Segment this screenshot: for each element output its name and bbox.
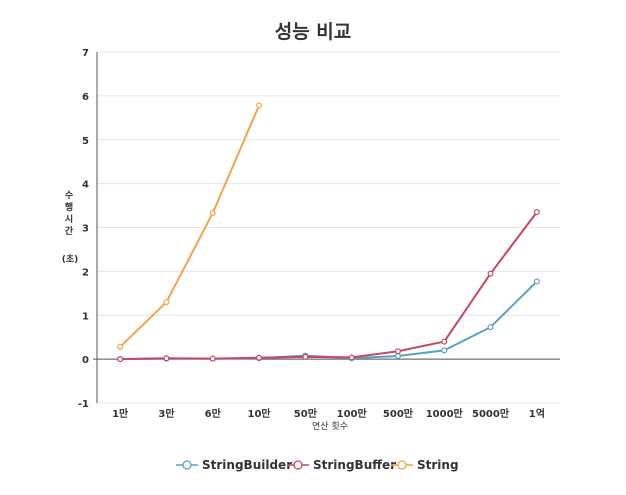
y-tick-label: 6 xyxy=(82,92,89,103)
series-lines xyxy=(117,102,540,363)
axes: -1 0 1 2 3 4 5 6 7 1만 3만 6만 10만 50만 100만 500만 1000만 5000만… xyxy=(78,48,560,420)
data-point-stringbuffer xyxy=(487,270,494,277)
data-point-stringbuffer xyxy=(302,353,309,360)
x-tick-label: 1000만 xyxy=(426,407,464,420)
x-tick-label: 10만 xyxy=(247,407,271,420)
y-tick-label: 1 xyxy=(82,311,89,322)
x-tick-label: 50만 xyxy=(294,407,318,420)
y-tick-label: 0 xyxy=(82,355,89,366)
data-point-stringbuilder xyxy=(441,347,448,354)
data-point-string xyxy=(163,299,170,306)
x-tick-label: 3만 xyxy=(158,407,175,420)
y-tick-label: 2 xyxy=(82,267,89,278)
data-point-stringbuffer xyxy=(163,355,170,362)
data-point-stringbuffer xyxy=(209,355,216,362)
y-axis-label-char: 행 xyxy=(65,201,73,213)
x-tick-label: 100만 xyxy=(337,407,368,420)
y-axis-label-char: 간 xyxy=(65,225,74,237)
y-tick-label: 5 xyxy=(82,136,89,147)
data-point-stringbuffer xyxy=(533,209,540,216)
y-axis-label-char: 수 xyxy=(65,190,73,201)
x-axis-label: 연산 횟수 xyxy=(312,420,348,432)
legend-marker-stringbuffer xyxy=(293,460,303,470)
x-tick-label: 5000만 xyxy=(472,407,510,420)
data-point-stringbuffer xyxy=(348,354,355,361)
data-point-stringbuilder xyxy=(487,324,494,331)
legend-marker-string xyxy=(397,460,407,470)
legend-marker-stringbuilder xyxy=(182,460,192,470)
legend-label-stringbuffer: StringBuffer xyxy=(313,458,396,472)
legend-label-string: String xyxy=(417,458,459,472)
chart-title: 성능 비교 xyxy=(275,21,352,43)
data-point-stringbuffer xyxy=(256,354,263,361)
grid xyxy=(97,51,560,404)
data-point-stringbuilder xyxy=(533,278,540,285)
legend-label-stringbuilder: StringBuilder xyxy=(202,458,292,472)
data-point-stringbuilder xyxy=(394,353,401,360)
x-tick-label: 1만 xyxy=(112,407,129,420)
data-point-stringbuffer xyxy=(441,338,448,345)
legend: StringBuilder StringBuffer String xyxy=(176,458,459,472)
series-line-stringbuilder xyxy=(120,280,538,361)
data-point-string xyxy=(117,343,124,350)
data-point-stringbuffer xyxy=(394,348,401,355)
y-axis-label-char: 시 xyxy=(65,214,73,225)
series-line-stringbuffer xyxy=(120,211,538,361)
series-line-string xyxy=(119,105,260,348)
data-point-string xyxy=(209,210,216,217)
x-tick-label: 1억 xyxy=(529,408,545,420)
y-tick-label: 4 xyxy=(82,180,89,191)
data-point-stringbuffer xyxy=(117,356,124,363)
data-point-string xyxy=(256,102,263,109)
y-tick-label: 7 xyxy=(82,48,89,59)
x-tick-label: 6만 xyxy=(205,407,222,420)
y-tick-label: -1 xyxy=(78,399,89,410)
y-axis-label-unit: (초) xyxy=(62,254,79,265)
y-tick-label: 3 xyxy=(82,224,89,235)
x-tick-label: 500만 xyxy=(383,407,414,420)
